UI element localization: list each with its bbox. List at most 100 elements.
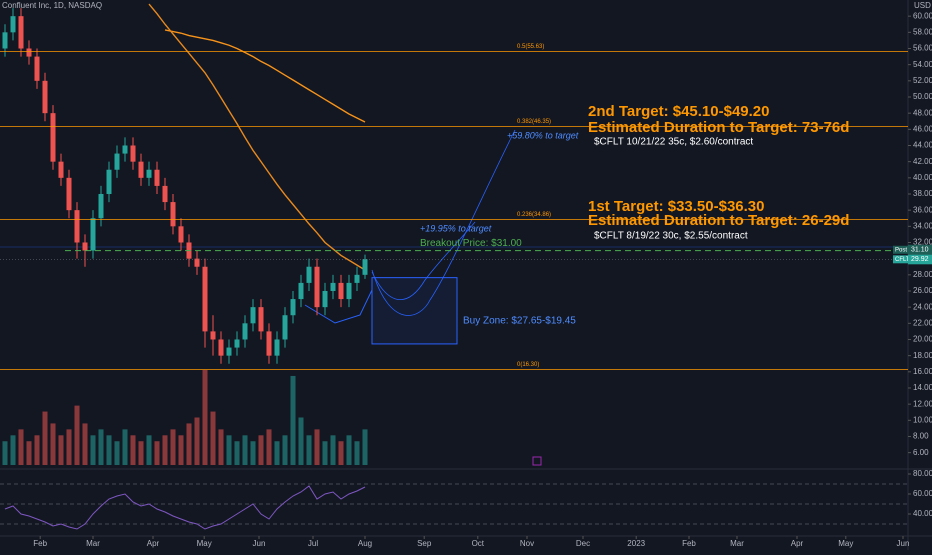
volume-bar — [218, 429, 224, 465]
y-tick-label: 26.00 — [913, 286, 932, 295]
candle-body — [362, 259, 368, 275]
y-tick-label: 10.00 — [913, 415, 932, 424]
volume-bar — [42, 411, 48, 465]
candle-body — [306, 266, 312, 283]
volume-bar — [26, 441, 32, 465]
volume-bar — [354, 441, 360, 465]
candle-body — [354, 274, 360, 283]
volume-bar — [130, 435, 136, 465]
x-tick-label: Mar — [730, 539, 744, 548]
candle-body — [322, 290, 328, 308]
price-tag — [908, 254, 932, 265]
candle-body — [74, 210, 80, 243]
y-tick-label: 18.00 — [913, 351, 932, 360]
volume-bar — [34, 435, 40, 465]
volume-bar — [330, 435, 336, 465]
volume-bar — [154, 441, 160, 465]
candle-body — [42, 80, 48, 114]
y-tick-label: 6.00 — [913, 448, 929, 457]
x-tick-label: Apr — [791, 539, 804, 548]
candle-body — [82, 242, 88, 251]
volume-bar — [242, 435, 248, 465]
breakout-label: Breakout Price: $31.00 — [420, 238, 522, 249]
candle-body — [98, 193, 104, 219]
volume-bar — [186, 423, 192, 465]
event-icon — [532, 456, 542, 466]
volume-bar — [226, 435, 232, 465]
volume-bar — [258, 435, 264, 465]
target-title: 2nd Target: $45.10-$49.20 — [588, 103, 769, 120]
rsi-tick-label: 60.00 — [913, 489, 932, 498]
candle-body — [218, 339, 224, 356]
pattern — [304, 289, 373, 324]
y-tick-label: 24.00 — [913, 302, 932, 311]
candle-body — [122, 145, 128, 154]
volume-bar — [122, 429, 128, 465]
y-tick-label: 32.00 — [913, 238, 932, 247]
x-tick-label: Jun — [253, 539, 266, 548]
y-tick-label: 44.00 — [913, 141, 932, 150]
volume-bar — [2, 441, 8, 465]
candle-body — [282, 315, 288, 340]
annotation: +19.95% to target — [420, 223, 492, 233]
y-tick-label: 50.00 — [913, 92, 932, 101]
y-tick-label: 60.00 — [913, 11, 932, 20]
volume-bar — [290, 375, 296, 465]
price-tag — [908, 244, 932, 255]
rsi-tick-label: 80.00 — [913, 469, 932, 478]
candle-body — [242, 323, 248, 340]
candle-body — [162, 185, 168, 203]
x-tick-label: Aug — [358, 539, 372, 548]
target-title: 1st Target: $33.50-$36.30 — [588, 198, 765, 215]
y-tick-label: 52.00 — [913, 76, 932, 85]
y-tick-label: 22.00 — [913, 318, 932, 327]
volume-bar — [98, 429, 104, 465]
volume-bar — [234, 441, 240, 465]
volume-bar — [210, 411, 216, 465]
x-tick-label: Sep — [417, 539, 432, 548]
volume-bar — [82, 423, 88, 465]
rsi-line — [4, 485, 366, 530]
volume-bar — [146, 435, 152, 465]
candle-body — [298, 282, 304, 300]
candle-body — [290, 299, 296, 316]
target-duration: Estimated Duration to Target: 73-76d — [588, 119, 849, 136]
candle-body — [178, 226, 184, 243]
fib-label: 0(16.30) — [517, 362, 539, 368]
candle-body — [138, 161, 144, 178]
projection — [371, 221, 476, 301]
price-tag-value: 29.92 — [911, 256, 929, 263]
volume-bar — [114, 441, 120, 465]
volume-bar — [346, 435, 352, 465]
y-tick-label: 16.00 — [913, 367, 932, 376]
plot-area — [2, 3, 368, 465]
candle-body — [26, 48, 32, 57]
candle-body — [226, 347, 232, 356]
y-tick-label: 12.00 — [913, 399, 932, 408]
x-tick-label: Jun — [897, 539, 910, 548]
candle-body — [266, 331, 272, 356]
y-tick-label: 36.00 — [913, 205, 932, 214]
candle-body — [274, 339, 280, 356]
annotation: +59.80% to target — [507, 130, 579, 140]
rsi-tick-label: 40.00 — [913, 509, 932, 518]
price-tag-name: Post — [895, 247, 907, 253]
candle-body — [234, 339, 240, 348]
volume-bar — [250, 441, 256, 465]
volume-bar — [170, 429, 176, 465]
x-tick-label: May — [838, 539, 853, 548]
volume-bar — [106, 435, 112, 465]
candle-body — [34, 56, 40, 81]
candle-body — [338, 282, 344, 300]
candle-body — [114, 153, 120, 170]
x-tick-label: Nov — [520, 539, 534, 548]
candle-body — [194, 258, 200, 267]
candle-body — [130, 145, 136, 162]
candle-body — [330, 282, 336, 291]
y-tick-label: 54.00 — [913, 60, 932, 69]
volume-bar — [66, 429, 72, 465]
volume-bar — [10, 435, 16, 465]
y-tick-label: 38.00 — [913, 189, 932, 198]
